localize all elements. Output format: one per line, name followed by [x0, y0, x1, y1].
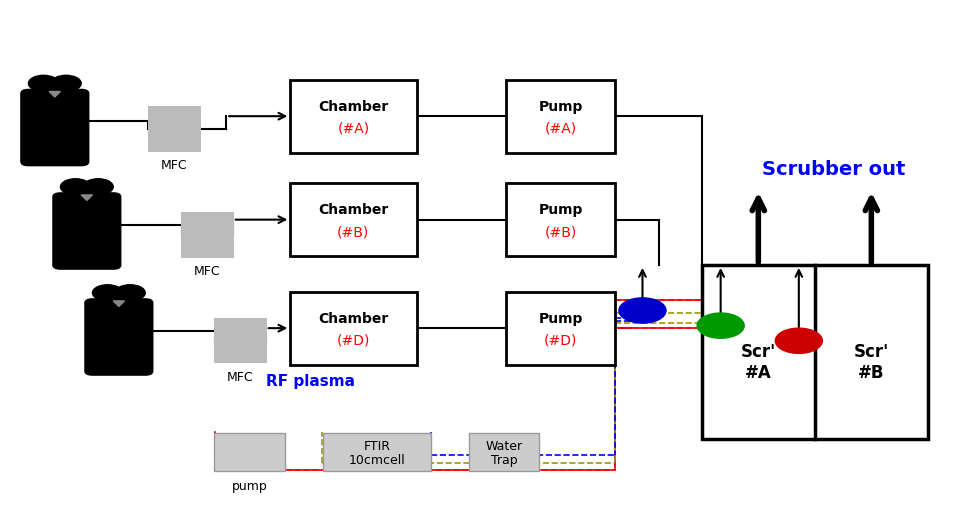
Text: Scr'
#B: Scr' #B — [853, 343, 889, 382]
Text: MFC: MFC — [194, 265, 221, 278]
Bar — [469, 433, 539, 471]
Bar — [506, 80, 615, 153]
Bar — [148, 106, 201, 151]
Text: MFC: MFC — [161, 159, 187, 172]
Circle shape — [776, 328, 823, 353]
Text: pump: pump — [232, 479, 268, 492]
FancyBboxPatch shape — [85, 299, 153, 375]
Circle shape — [29, 75, 59, 92]
Bar — [214, 318, 267, 364]
Text: Scr'
#A: Scr' #A — [741, 343, 776, 382]
Text: FTIR: FTIR — [363, 440, 390, 453]
Text: Chamber: Chamber — [318, 312, 388, 325]
Text: Pump: Pump — [538, 203, 582, 217]
Text: Chamber: Chamber — [318, 203, 388, 217]
Bar — [290, 291, 417, 365]
Bar — [214, 433, 285, 471]
Polygon shape — [49, 92, 61, 97]
Circle shape — [61, 179, 90, 195]
Text: (#D): (#D) — [544, 334, 578, 348]
Text: (#B): (#B) — [545, 225, 577, 239]
Polygon shape — [113, 301, 125, 306]
Circle shape — [83, 179, 113, 195]
Text: (#A): (#A) — [337, 122, 369, 135]
Text: 10cmcell: 10cmcell — [349, 454, 406, 468]
Bar — [181, 212, 234, 258]
Text: (#B): (#B) — [337, 225, 369, 239]
Text: (#A): (#A) — [545, 122, 577, 135]
Circle shape — [115, 285, 145, 301]
Text: Water: Water — [485, 440, 523, 453]
Text: (#D): (#D) — [336, 334, 370, 348]
Text: Trap: Trap — [491, 454, 517, 468]
Text: Chamber: Chamber — [318, 100, 388, 114]
Text: Scrubber out: Scrubber out — [762, 160, 905, 179]
FancyBboxPatch shape — [53, 193, 121, 269]
Circle shape — [619, 298, 666, 323]
Bar — [290, 80, 417, 153]
Bar — [506, 183, 615, 256]
FancyBboxPatch shape — [21, 90, 88, 166]
Bar — [323, 433, 431, 471]
Circle shape — [51, 75, 81, 92]
Circle shape — [697, 313, 744, 338]
Text: RF plasma: RF plasma — [266, 374, 356, 389]
Bar — [506, 291, 615, 365]
Circle shape — [92, 285, 123, 301]
Text: Pump: Pump — [538, 312, 582, 325]
Bar — [702, 265, 928, 439]
Text: MFC: MFC — [227, 371, 254, 384]
Polygon shape — [81, 195, 92, 200]
Bar — [290, 183, 417, 256]
Text: Pump: Pump — [538, 100, 582, 114]
